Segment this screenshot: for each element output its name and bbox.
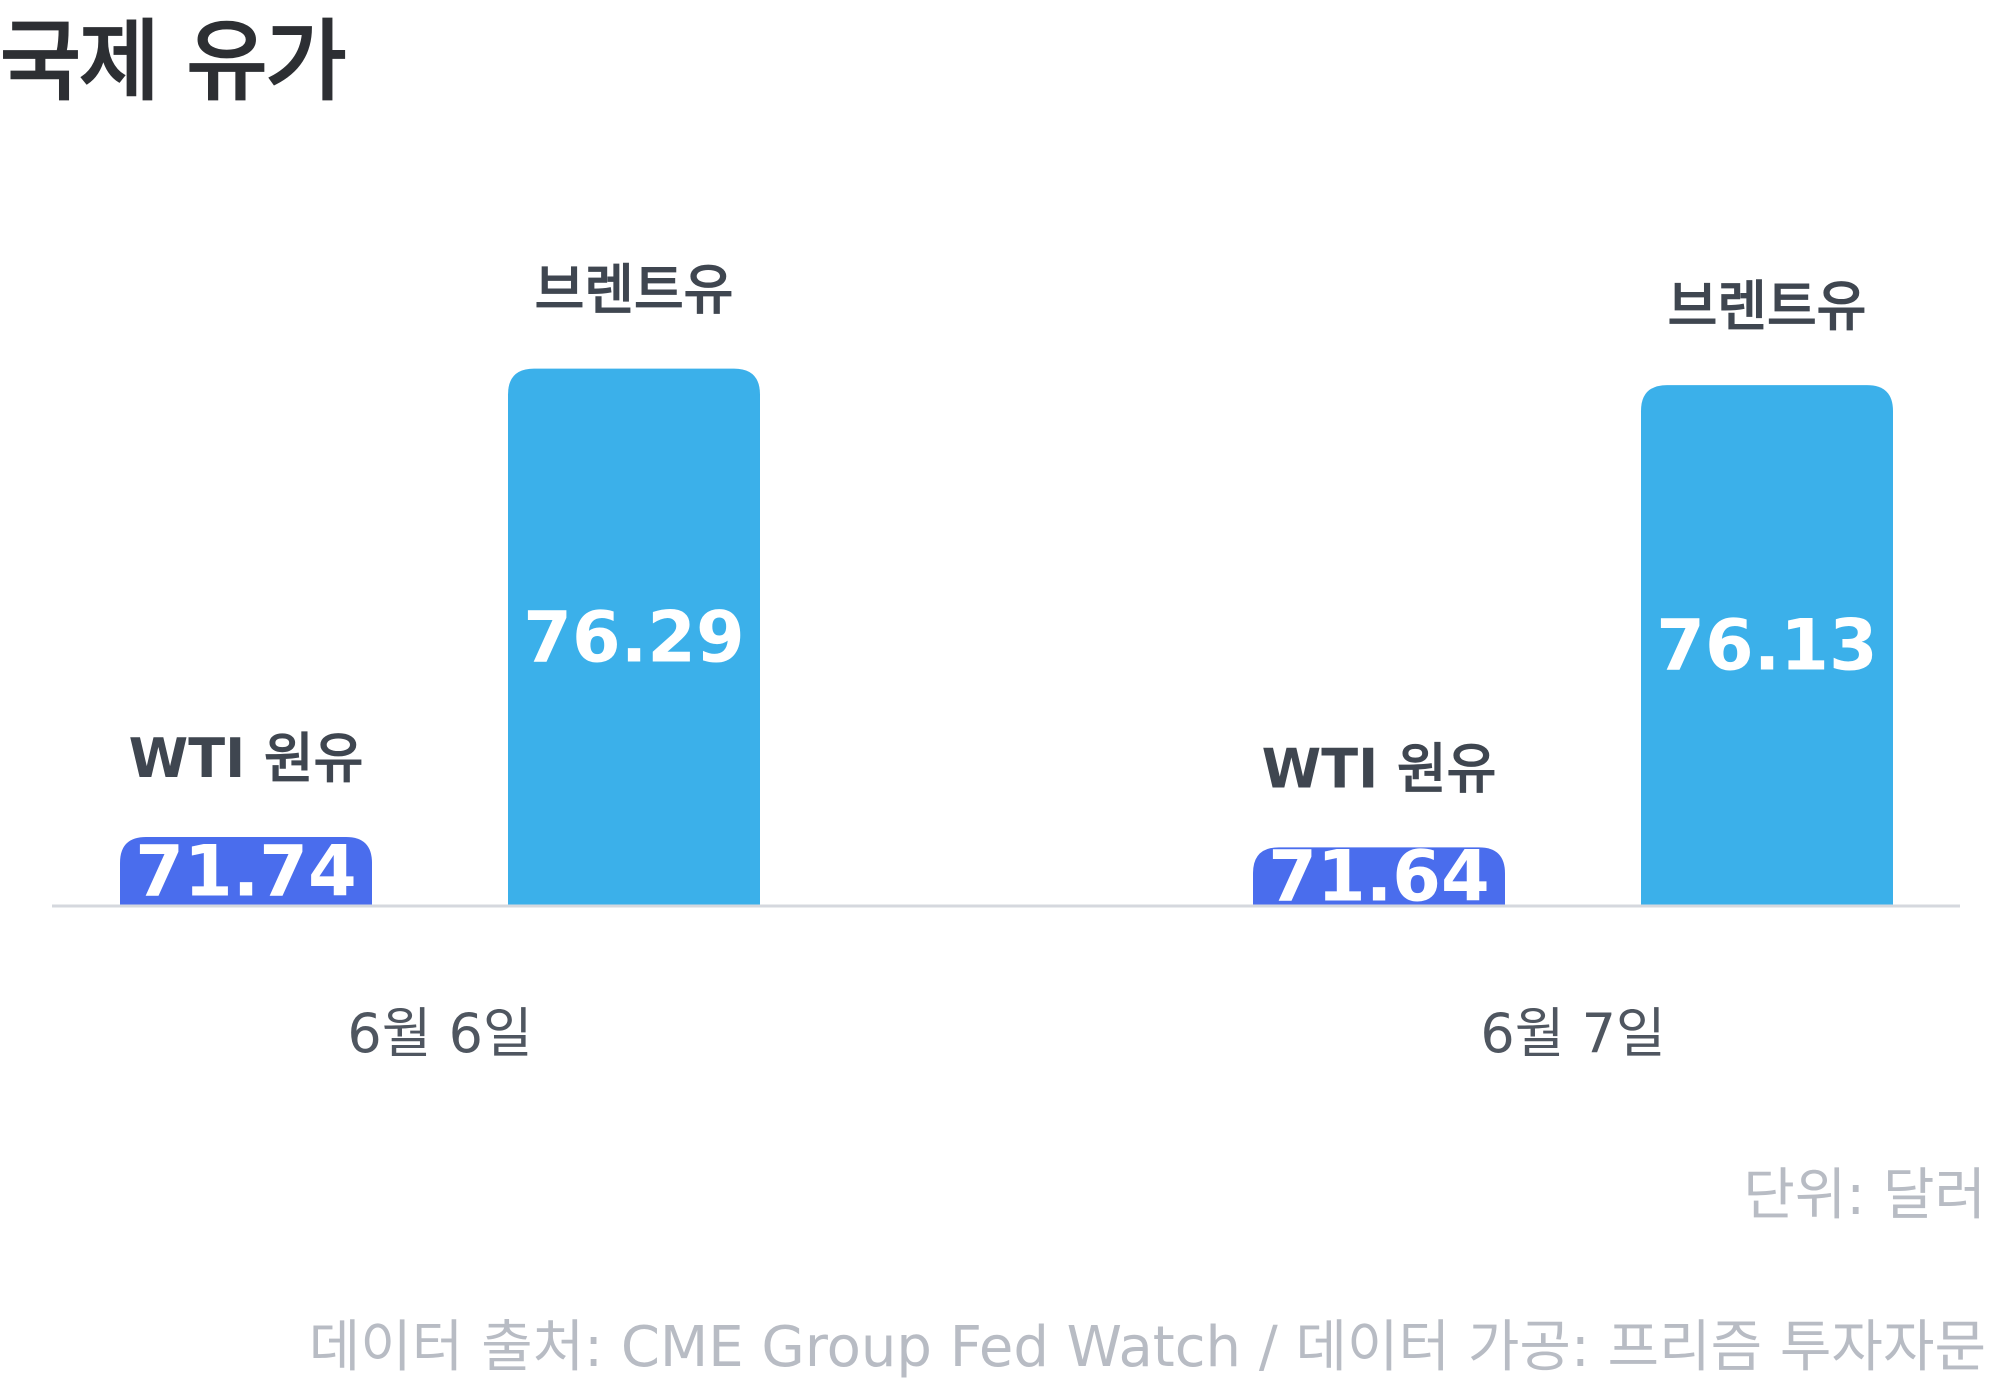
source-note: 데이터 출처: CME Group Fed Watch / 데이터 가공: 프리… xyxy=(308,1315,1986,1380)
bar-wti-jun6 xyxy=(120,837,372,906)
series-label-wti-jun7: WTI 원유 xyxy=(1262,737,1497,800)
chart-title: 국제 유가 xyxy=(0,10,346,113)
series-label-brent-jun6: 브렌트유 xyxy=(535,259,734,322)
value-label-brent-jun6: 76.29 xyxy=(523,596,744,678)
value-label-wti-jun6: 71.74 xyxy=(135,831,356,913)
value-label-wti-jun7: 71.64 xyxy=(1268,836,1489,918)
bar-wti-jun7 xyxy=(1253,847,1505,906)
series-label-brent-jun7: 브렌트유 xyxy=(1668,275,1867,338)
unit-note: 단위: 달러 xyxy=(1743,1163,1986,1228)
category-label-jun6: 6월 6일 xyxy=(347,1002,532,1065)
bar-brent-jun6 xyxy=(508,368,760,906)
bar-brent-jun7 xyxy=(1641,385,1893,906)
category-label-jun7: 6월 7일 xyxy=(1480,1002,1665,1065)
value-label-brent-jun7: 76.13 xyxy=(1656,605,1877,687)
series-label-wti-jun6: WTI 원유 xyxy=(129,727,364,790)
